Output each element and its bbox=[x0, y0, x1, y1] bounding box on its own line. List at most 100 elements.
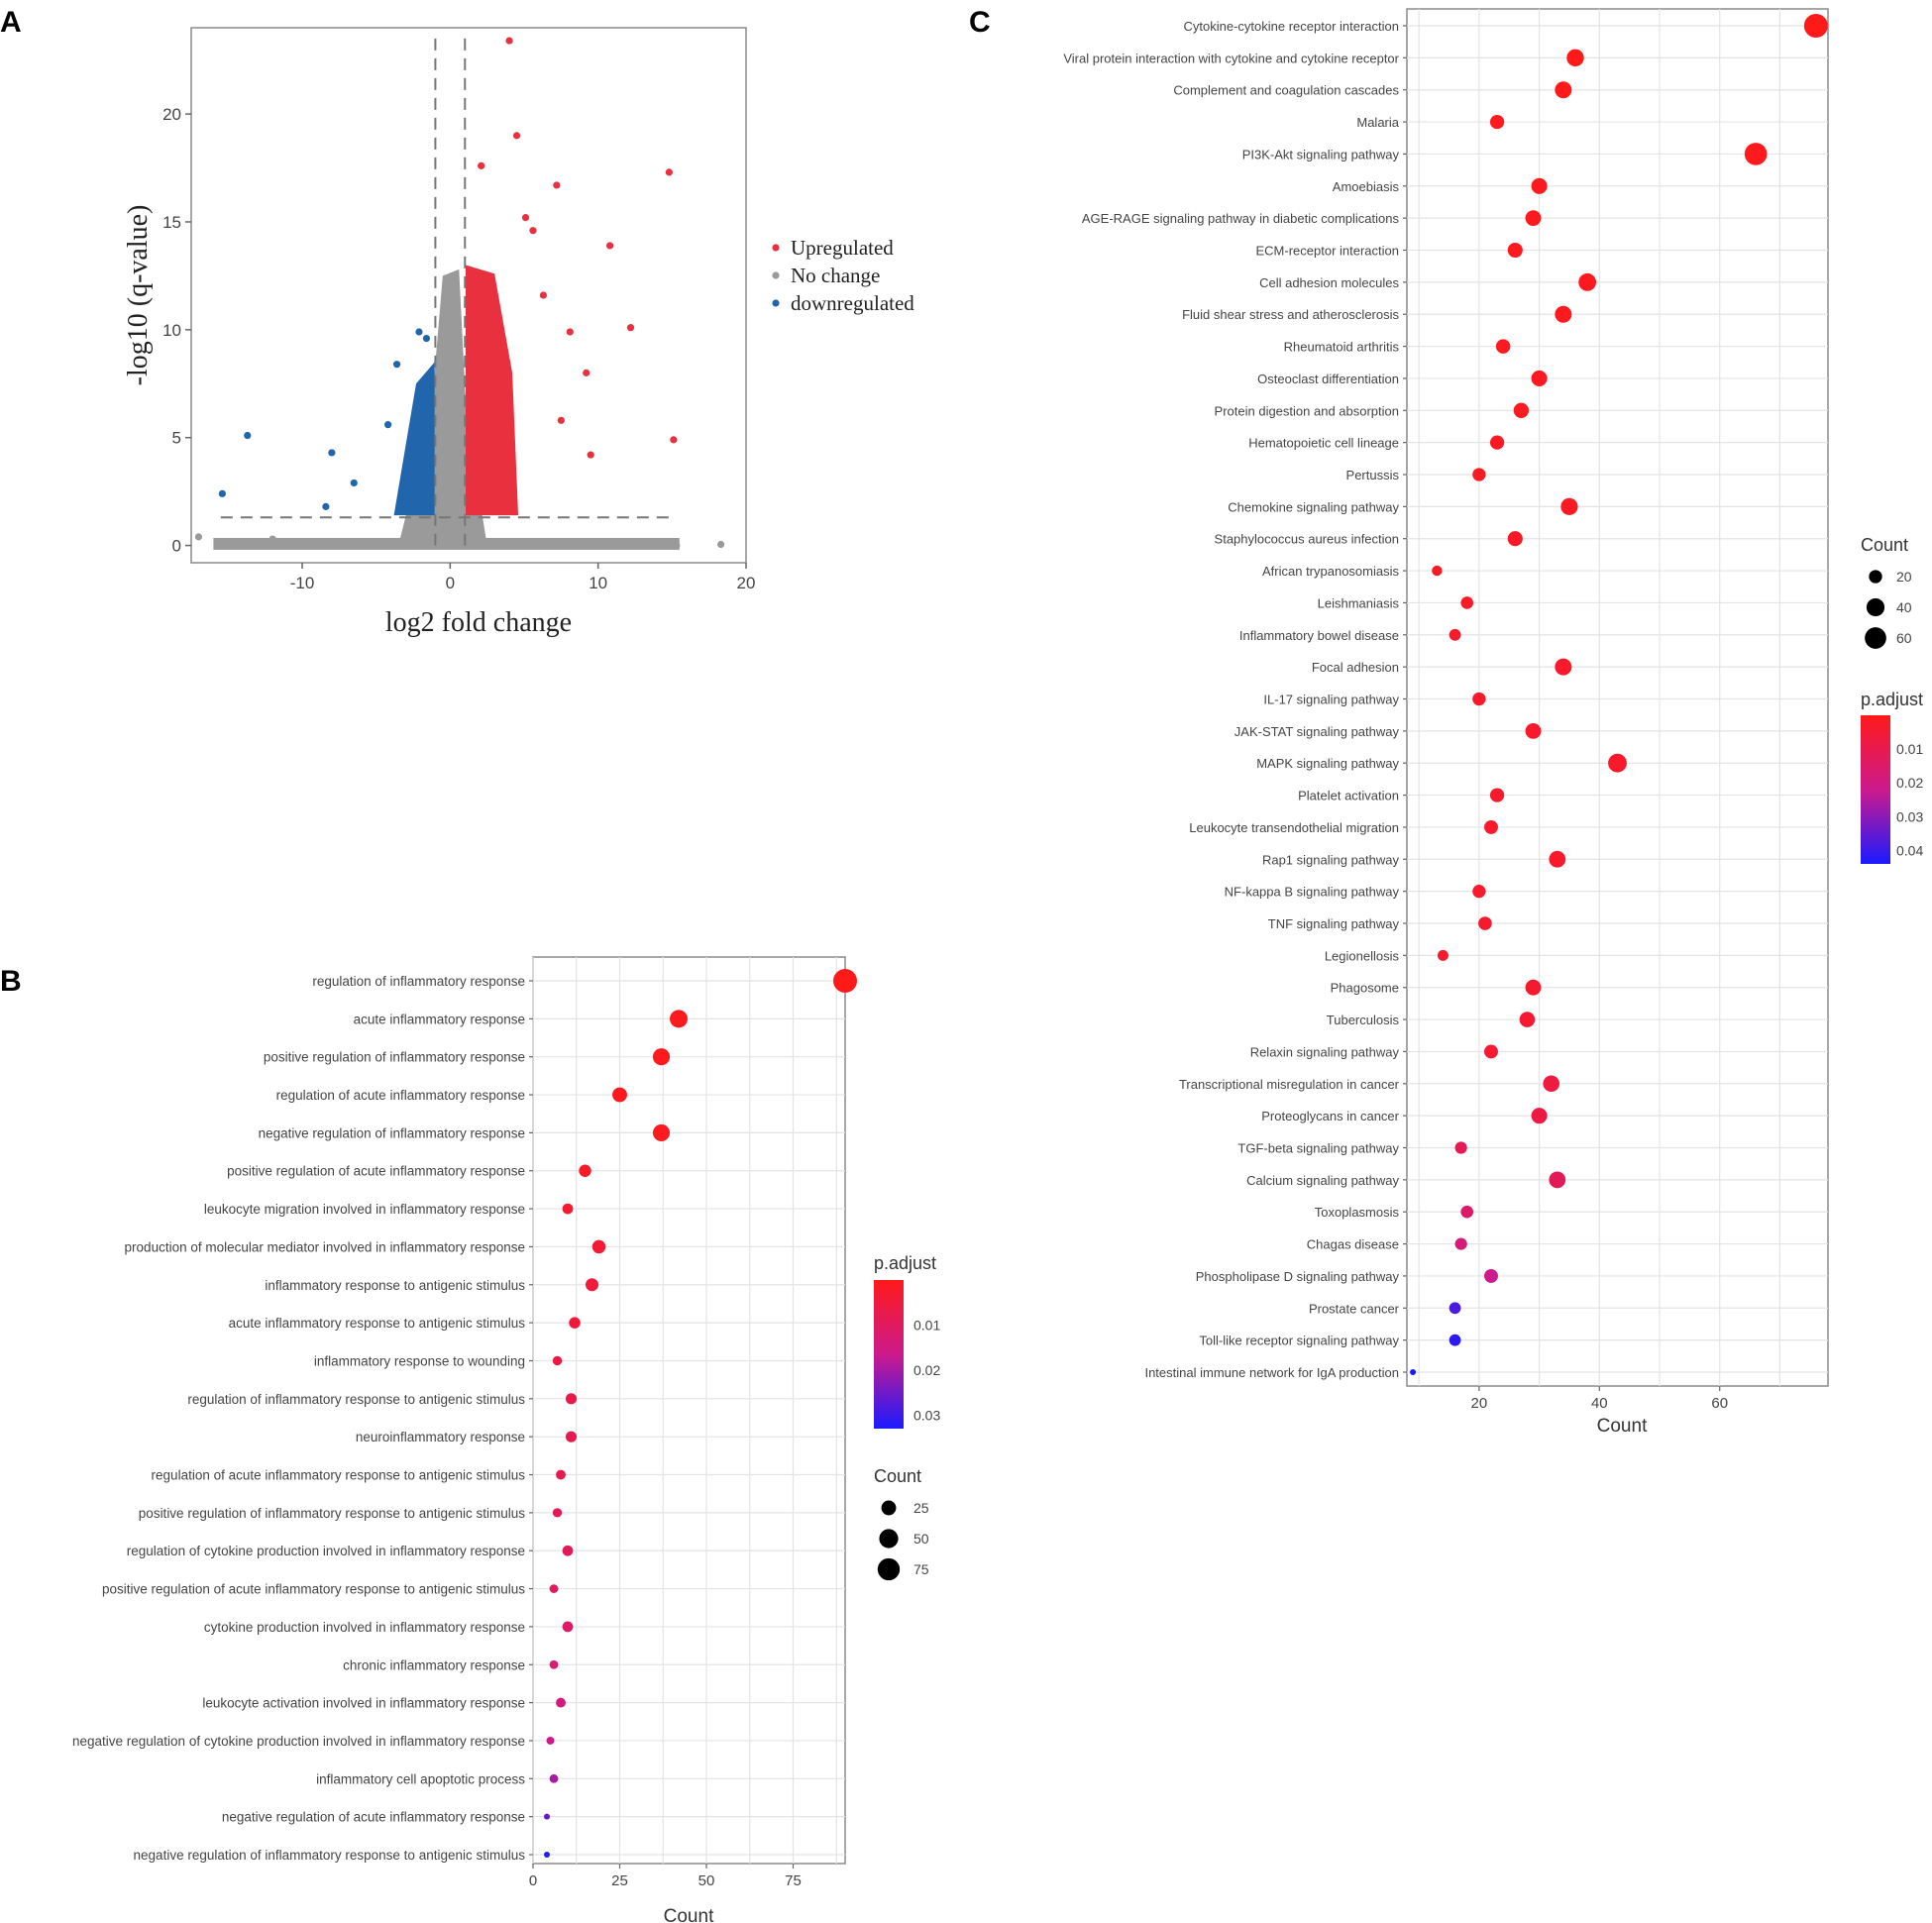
legend-marker-nochange bbox=[772, 271, 780, 279]
term-dot bbox=[1525, 210, 1542, 227]
term-dot bbox=[1531, 370, 1548, 386]
x-tick-label: 75 bbox=[785, 1872, 802, 1889]
term-label: positive regulation of acute inflammator… bbox=[227, 1164, 525, 1179]
term-label: JAK-STAT signaling pathway bbox=[1234, 724, 1400, 739]
term-label: AGE-RAGE signaling pathway in diabetic c… bbox=[1082, 211, 1400, 226]
term-label: Pertussis bbox=[1346, 468, 1400, 482]
term-label: cytokine production involved in inflamma… bbox=[204, 1620, 525, 1635]
term-dot bbox=[1454, 1141, 1467, 1154]
volcano-y-tick-label: 5 bbox=[172, 429, 181, 448]
term-label: Chagas disease bbox=[1307, 1237, 1399, 1252]
go-dots bbox=[544, 969, 857, 1858]
go-dotplot: regulation of inflammatory response acute… bbox=[72, 956, 940, 1923]
term-dot bbox=[546, 1736, 555, 1745]
color-legend-bar bbox=[874, 1280, 904, 1429]
term-label: Cell adhesion molecules bbox=[1259, 275, 1399, 290]
volcano-y-tick-label: 15 bbox=[162, 213, 181, 232]
go-term-labels: regulation of inflammatory response acute… bbox=[72, 974, 533, 1863]
size-legend-dot bbox=[1866, 597, 1885, 617]
x-tick-label: 20 bbox=[1471, 1395, 1488, 1412]
volcano-point bbox=[665, 168, 673, 176]
x-tick-label: 60 bbox=[1711, 1395, 1728, 1412]
term-dot bbox=[1555, 658, 1572, 676]
term-label: Prostate cancer bbox=[1309, 1301, 1400, 1316]
term-label: TNF signaling pathway bbox=[1268, 916, 1400, 931]
color-legend-tick: 0.02 bbox=[913, 1362, 940, 1378]
term-dot bbox=[670, 1010, 688, 1028]
volcano-point bbox=[583, 369, 590, 376]
size-legend-label: 75 bbox=[913, 1561, 929, 1577]
term-dot bbox=[1744, 143, 1768, 165]
volcano-point bbox=[670, 436, 678, 444]
legend-label-down: downregulated bbox=[791, 291, 914, 315]
panel-label-b: B bbox=[0, 965, 22, 998]
size-legend-dot bbox=[1869, 570, 1882, 584]
color-legend-tick: 0.03 bbox=[913, 1407, 940, 1423]
size-legend-dot bbox=[877, 1557, 901, 1581]
term-label: Intestinal immune network for IgA produc… bbox=[1144, 1365, 1399, 1380]
go-gridlines bbox=[532, 957, 845, 1864]
volcano-point bbox=[529, 227, 537, 235]
term-dot bbox=[1495, 339, 1511, 354]
volcano-point bbox=[539, 291, 548, 299]
term-label: acute inflammatory response to antigenic… bbox=[229, 1316, 526, 1331]
term-dot bbox=[652, 1123, 671, 1141]
volcano-point bbox=[557, 416, 565, 424]
term-dot bbox=[612, 1087, 627, 1103]
downregulated-cloud bbox=[393, 362, 435, 516]
go-x-ticks: 0 25 50 75 bbox=[529, 1864, 802, 1889]
term-dot bbox=[1449, 1302, 1461, 1315]
x-tick-label: 0 bbox=[529, 1872, 537, 1889]
term-dot bbox=[1489, 788, 1505, 802]
term-dot bbox=[591, 1239, 606, 1254]
term-label: Calcium signaling pathway bbox=[1246, 1173, 1399, 1188]
term-label: Transcriptional misregulation in cancer bbox=[1179, 1077, 1400, 1092]
size-legend-label: 50 bbox=[913, 1531, 929, 1547]
term-dot bbox=[1507, 531, 1523, 547]
term-dot bbox=[1578, 272, 1597, 291]
color-legend-title: p.adjust bbox=[874, 1253, 936, 1273]
size-legend-dot bbox=[879, 1529, 899, 1549]
term-dot bbox=[1555, 81, 1572, 99]
size-legend-title: Count bbox=[874, 1466, 921, 1486]
term-label: ECM-receptor interaction bbox=[1256, 244, 1400, 259]
term-dot bbox=[1460, 1205, 1474, 1219]
term-dot bbox=[549, 1773, 559, 1783]
term-label: Fluid shear stress and atherosclerosis bbox=[1182, 307, 1399, 322]
term-label: Leukocyte transendothelial migration bbox=[1189, 820, 1399, 835]
term-label: TGF-beta signaling pathway bbox=[1237, 1141, 1399, 1156]
volcano-x-tick-label: 10 bbox=[589, 574, 607, 592]
term-dot bbox=[1608, 753, 1627, 773]
term-dot bbox=[1437, 949, 1449, 961]
volcano-point bbox=[587, 451, 594, 459]
term-dot bbox=[1472, 884, 1486, 899]
kegg-gridlines bbox=[1407, 9, 1828, 1386]
legend-label-nochange: No change bbox=[791, 264, 880, 287]
color-legend-tick: 0.03 bbox=[1896, 808, 1923, 824]
term-label: Amoebiasis bbox=[1333, 179, 1400, 194]
term-label: leukocyte migration involved in inflamma… bbox=[204, 1202, 525, 1217]
term-label: Toxoplasmosis bbox=[1315, 1205, 1400, 1220]
size-legend-title: Count bbox=[1861, 535, 1908, 555]
term-dot bbox=[562, 1545, 574, 1556]
term-label: Phospholipase D signaling pathway bbox=[1196, 1269, 1400, 1284]
term-dot bbox=[652, 1048, 671, 1066]
term-label: acute inflammatory response bbox=[354, 1012, 525, 1026]
term-dot bbox=[1803, 14, 1828, 38]
volcano-point bbox=[521, 214, 530, 222]
kegg-term-labels: Cytokine-cytokine receptor interaction Vi… bbox=[1063, 19, 1407, 1380]
term-dot bbox=[1531, 1108, 1548, 1124]
term-label: Chemokine signaling pathway bbox=[1228, 499, 1399, 514]
term-dot bbox=[1549, 1171, 1566, 1189]
term-label: chronic inflammatory response bbox=[343, 1657, 525, 1672]
color-legend-title: p.adjust bbox=[1861, 690, 1923, 709]
term-dot bbox=[1531, 177, 1548, 194]
term-label: neuroinflammatory response bbox=[356, 1430, 525, 1444]
term-label: regulation of inflammatory response bbox=[312, 974, 525, 989]
volcano-point bbox=[606, 242, 614, 250]
volcano-point bbox=[218, 489, 226, 497]
term-dot bbox=[1478, 916, 1492, 930]
term-label: Cytokine-cytokine receptor interaction bbox=[1184, 19, 1400, 34]
term-label: regulation of acute inflammatory respons… bbox=[276, 1088, 525, 1103]
